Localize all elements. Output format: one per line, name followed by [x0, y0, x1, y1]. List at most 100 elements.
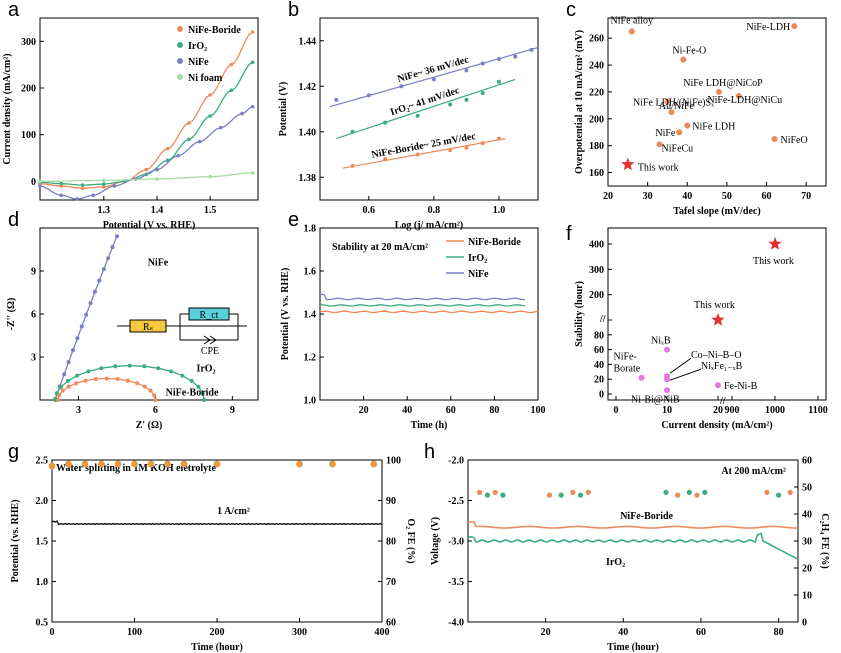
chart-h-fe-point: [492, 489, 498, 495]
chart-g-xtick-label: 200: [210, 627, 225, 638]
chart-h-right-ytick-label: 20: [802, 564, 812, 575]
chart-d-iro2-point: [59, 384, 64, 389]
chart-f-point: [638, 374, 645, 381]
chart-d-iro2-point: [180, 373, 185, 378]
chart-h-label-iro2: IrO₂: [606, 557, 625, 568]
chart-d-ytick-label: 6: [31, 310, 36, 321]
chart-f-axis-break-x: //: [719, 396, 726, 407]
chart-e-xtick-label: 40: [402, 405, 412, 416]
chart-e-series-line: [319, 304, 526, 307]
chart-c-point: [771, 135, 778, 142]
chart-b-point: [415, 152, 420, 157]
chart-d-boride-point: [66, 384, 71, 389]
chart-h-ytick-label: -2.5: [448, 496, 464, 507]
chart-h-fe-point: [577, 492, 584, 498]
chart-h-right-ytick-label: 30: [802, 537, 812, 548]
chart-b-point: [480, 91, 485, 96]
chart-f-xtick-label: 1100: [808, 405, 827, 416]
chart-f-point-label: Ni-Bi@NiB: [631, 394, 680, 405]
chart-d-ytick-label: 9: [31, 267, 36, 278]
chart-d-nife-point: [79, 324, 84, 329]
chart-c-point: [791, 23, 798, 30]
chart-a-point: [208, 93, 212, 97]
chart-f-ytick-label: 300: [589, 265, 604, 276]
chart-e-title: Stability at 20 mA/cm²: [332, 242, 428, 253]
chart-g-fe-point: [114, 460, 122, 468]
chart-d-iro2-point: [156, 366, 161, 371]
chart-g-frame: [51, 459, 383, 623]
chart-d-boride-point: [135, 381, 140, 386]
chart-g-fe-point: [147, 460, 155, 468]
chart-b-point: [496, 136, 501, 141]
chart-a-point: [38, 184, 42, 188]
chart-c-xtick-label: 50: [722, 191, 732, 202]
chart-e-xlabel: Time (h): [411, 420, 448, 431]
chart-a-point: [187, 121, 191, 125]
chart-c-point-label: Ni-Fe-O: [672, 46, 706, 57]
chart-f-point: [664, 346, 670, 353]
chart-a-point: [176, 153, 181, 158]
chart-c-point: [680, 56, 687, 63]
chart-c-ytick-label: 200: [589, 114, 604, 125]
chart-c-point: [715, 88, 722, 95]
chart-a-point: [250, 60, 255, 65]
panel-label-f: f: [566, 223, 572, 245]
chart-c-ytick-label: 260: [589, 34, 604, 45]
chart-c-point: [684, 122, 691, 129]
chart-c-point-label: NiFeCu: [662, 143, 694, 154]
chart-d-iro2-point: [113, 364, 118, 369]
chart-g-annotation: 1 A/cm²: [217, 506, 250, 517]
chart-d-boride-point: [55, 398, 60, 402]
chart-h-fe-point: [764, 489, 770, 495]
chart-e-legend-label: IrO₂: [468, 253, 487, 264]
circuit-cpe-label: CPE: [201, 346, 219, 357]
chart-a-series-line: [39, 31, 254, 189]
chart-b-point: [464, 145, 469, 150]
chart-c-this-work-star: [621, 157, 635, 171]
chart-f-ytick-label: 80: [594, 330, 604, 341]
chart-g-fe-point: [370, 460, 378, 468]
chart-a-frame: [39, 17, 259, 201]
chart-b-point: [383, 157, 388, 162]
chart-b-ytick-label: 1.40: [299, 127, 317, 138]
chart-h-ylabel: Voltage (V): [430, 517, 441, 565]
chart-h-ytick-label: -4.0: [448, 618, 464, 629]
chart-g-ytick-label: 1.5: [36, 537, 49, 548]
chart-d-boride-point: [74, 381, 79, 386]
chart-h-fe-point: [585, 489, 591, 495]
chart-h-xtick-label: 40: [618, 627, 628, 638]
circuit-rct-label: R_ct: [200, 310, 219, 321]
chart-b-point: [480, 61, 485, 66]
chart-a-point: [218, 125, 223, 130]
chart-f-ytick-label: 400: [589, 240, 604, 251]
chart-h-fe-point: [694, 492, 700, 498]
chart-h-right-ytick-label: 40: [802, 510, 812, 521]
chart-e-frame: [319, 227, 539, 401]
chart-b-xlabel: Log (j/ mA/cm²): [395, 220, 464, 231]
chart-h-ytick-label: -2.0: [448, 456, 464, 467]
chart-g-fe-point: [48, 462, 56, 470]
chart-a-xtick-label: 1.4: [151, 205, 164, 216]
chart-c-xtick-label: 70: [801, 191, 811, 202]
chart-d-ytick-label: 3: [31, 353, 36, 364]
chart-f-point-label: NiₓB: [651, 336, 671, 347]
chart-f-xtick-label: 1000: [765, 405, 785, 416]
chart-a-point: [250, 104, 255, 109]
chart-d-nife-point: [110, 245, 115, 250]
chart-b-frame: [319, 17, 539, 201]
chart-h-xtick-label: 20: [541, 627, 551, 638]
chart-d-nife-point: [101, 267, 106, 272]
chart-a-ytick-label: 200: [21, 84, 36, 95]
chart-g: 0 100 200 300 400 0.5 1.0 1.5 2.0 2.5 60 70 80 90 100 T…: [10, 456, 416, 653]
chart-c-point: [676, 129, 683, 136]
chart-a-legend-label: IrO₂: [188, 41, 207, 52]
circuit-rs-label: Rₛ: [143, 322, 153, 333]
chart-f-point: [664, 376, 670, 383]
chart-a-legend-marker: [177, 58, 183, 64]
chart-f-this-work-label: This work: [694, 300, 735, 311]
chart-c-xtick-label: 60: [762, 191, 772, 202]
chart-b-ylabel: Potential (V): [278, 82, 289, 137]
chart-f-ytick-label: 200: [589, 290, 604, 301]
chart-h-fe-point: [570, 489, 576, 495]
chart-c-ytick-label: 220: [589, 87, 604, 98]
